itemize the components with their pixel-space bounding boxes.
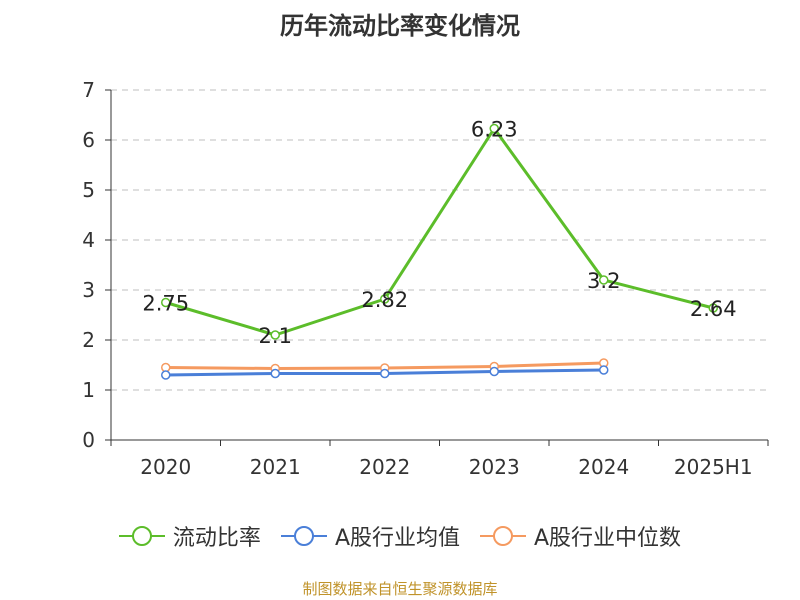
legend-line-circle-icon — [480, 526, 526, 546]
data-point — [380, 294, 390, 304]
chart-legend: 流动比率 A股行业均值 A股行业中位数 — [0, 520, 800, 552]
y-tick-label: 7 — [82, 78, 95, 102]
chart-title: 历年流动比率变化情况 — [280, 12, 520, 40]
y-tick-label: 3 — [82, 278, 95, 302]
data-label: 2.1 — [259, 324, 292, 348]
legend-line-circle-icon — [280, 526, 327, 546]
x-tick-label: 2024 — [578, 455, 629, 479]
x-tick-label: 2021 — [250, 455, 301, 479]
data-point — [380, 368, 390, 379]
y-tick-label: 5 — [82, 178, 95, 202]
data-source-note: 制图数据来自恒生聚源数据库 — [302, 580, 498, 598]
data-point — [708, 303, 718, 313]
series-line — [165, 127, 714, 337]
legend-item-current-ratio[interactable]: 流动比率 — [118, 520, 261, 552]
data-label: 2.82 — [361, 288, 408, 312]
y-tick-label: 4 — [82, 228, 95, 252]
data-label: 3.2 — [587, 269, 620, 293]
legend-item-industry-mean[interactable]: A股行业均值 — [280, 520, 460, 552]
x-tick-label: 2023 — [469, 455, 520, 479]
y-tick-label: 2 — [82, 328, 95, 352]
data-point — [270, 330, 280, 340]
data-point — [599, 275, 609, 285]
y-tick-label: 6 — [82, 128, 95, 152]
data-point — [599, 365, 609, 375]
legend-item-industry-median[interactable]: A股行业中位数 — [480, 520, 681, 552]
data-label: 2.64 — [690, 297, 737, 321]
data-point — [161, 370, 171, 380]
legend-label: A股行业中位数 — [534, 526, 682, 551]
data-point — [489, 366, 499, 377]
y-tick-label: 1 — [82, 378, 95, 402]
legend-label: 流动比率 — [172, 526, 261, 551]
legend-label: A股行业均值 — [334, 526, 460, 551]
x-tick-label: 2022 — [359, 455, 410, 479]
legend-line-circle-icon — [118, 526, 165, 546]
data-label: 6.23 — [471, 118, 518, 142]
data-point — [161, 297, 171, 308]
x-tick-label: 2020 — [140, 455, 191, 479]
x-tick-label: 2025H1 — [674, 455, 753, 479]
data-point — [270, 368, 280, 379]
data-point — [489, 123, 499, 134]
y-tick-label: 0 — [82, 428, 95, 452]
data-label: 2.75 — [142, 292, 189, 316]
